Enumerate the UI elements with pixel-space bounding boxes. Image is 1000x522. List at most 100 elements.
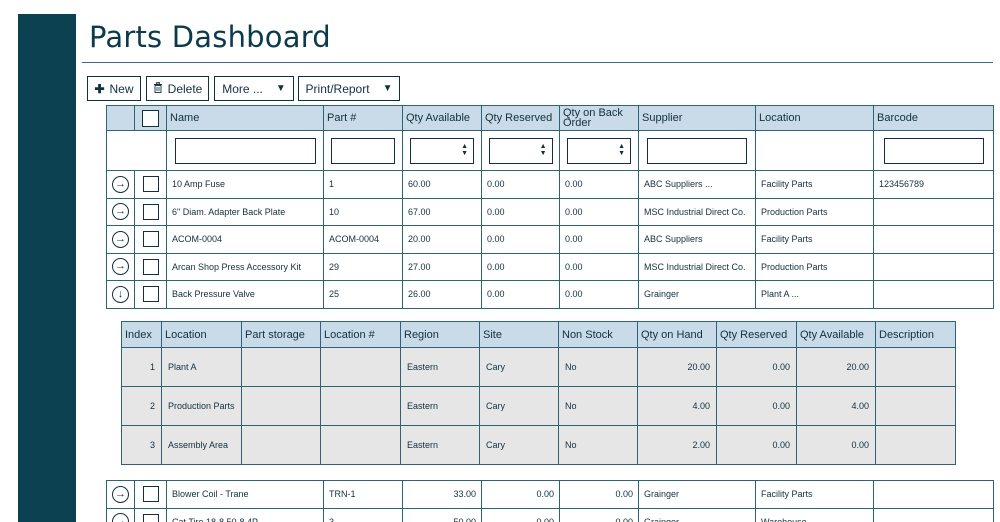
column-header-location[interactable]: Location [755,105,874,131]
sub-header-site[interactable]: Site [479,321,559,348]
filter-cell-part [323,130,403,171]
table-row[interactable]: → Arcan Shop Press Accessory Kit 29 27.0… [106,252,994,281]
sub-header-part-storage[interactable]: Part storage [241,321,321,348]
arrow-right-icon[interactable]: → [112,513,129,522]
new-button-label: New [109,81,134,96]
filter-cell-barcode [873,130,994,171]
cell-name[interactable]: Back Pressure Valve [166,280,324,309]
row-checkbox[interactable] [142,231,159,248]
name-filter-input[interactable] [174,137,316,164]
cell-name[interactable]: 10 Amp Fuse [166,170,324,199]
cell-supplier: MSC Industrial Direct Co. [638,252,756,281]
table-row[interactable]: → 6" Diam. Adapter Back Plate 10 67.00 0… [106,197,994,226]
filter-cell-name [166,130,324,171]
filter-cell-qty-back-order: ▲ ▼ [559,130,639,171]
row-checkbox[interactable] [142,486,159,503]
sub-table-row[interactable]: 3 Assembly Area Eastern Cary No 2.00 0.0… [121,425,956,465]
arrow-right-icon[interactable]: → [112,485,129,503]
print-report-button[interactable]: Print/Report ▼ [298,76,400,101]
sub-header-region[interactable]: Region [400,321,480,348]
table-row[interactable]: → 10 Amp Fuse 1 60.00 0.00 0.00 ABC Supp… [106,170,994,199]
table-row[interactable]: → ACOM-0004 ACOM-0004 20.00 0.00 0.00 AB… [106,225,994,254]
qty-available-filter-select[interactable]: ▲ ▼ [410,137,474,164]
spinner-icon: ▲ ▼ [461,142,468,157]
sub-header-qty-on-hand[interactable]: Qty on Hand [637,321,717,348]
sub-header-location-number[interactable]: Location # [320,321,401,348]
arrow-down-icon[interactable]: ↓ [112,285,129,303]
more-dropdown-button[interactable]: More ... ▼ [214,76,294,101]
sub-header-qty-available[interactable]: Qty Available [796,321,876,348]
cell-name[interactable]: Cat Tire 18-8.50-8 4P [166,507,324,522]
cell-name[interactable]: ACOM-0004 [166,225,324,254]
table-row-expanded[interactable]: ↓ Back Pressure Valve 25 26.00 0.00 0.00… [106,280,994,309]
spinner-icon: ▲ ▼ [618,142,625,157]
cell-qty-available: 67.00 [402,197,482,226]
column-header-supplier[interactable]: Supplier [638,105,756,131]
sub-header-description[interactable]: Description [875,321,956,348]
cell-qty-available: 33.00 [402,480,482,509]
cell-name[interactable]: Arcan Shop Press Accessory Kit [166,252,324,281]
column-header-name[interactable]: Name [166,105,324,131]
sub-cell-region: Eastern [400,347,480,387]
cell-part-number: 29 [323,252,403,281]
more-button-label: More ... [222,81,263,96]
row-checkbox[interactable] [142,176,159,193]
cell-qty-back-order: 0.00 [559,280,639,309]
supplier-filter-input[interactable] [647,137,747,164]
part-filter-input[interactable] [331,137,395,164]
row-checkbox[interactable] [142,258,159,275]
cell-supplier: ABC Suppliers ... [638,170,756,199]
trash-icon [153,81,163,96]
qty-reserved-filter-select[interactable]: ▲ ▼ [488,137,553,164]
new-button[interactable]: ✚ New [87,76,141,101]
cell-supplier: Grainger [638,280,756,309]
sub-table-row[interactable]: 2 Production Parts Eastern Cary No 4.00 … [121,386,956,426]
cell-barcode [873,480,994,509]
sub-table-row[interactable]: 1 Plant A Eastern Cary No 20.00 0.00 20.… [121,347,956,387]
sub-header-location[interactable]: Location [161,321,242,348]
arrow-right-icon[interactable]: → [112,258,129,276]
select-all-checkbox[interactable] [142,109,159,127]
sub-cell-index: 2 [121,386,162,426]
row-checkbox[interactable] [142,203,159,220]
column-header-qty-back-order[interactable]: Qty on Back Order [559,105,639,131]
sub-cell-description [875,386,956,426]
cell-qty-reserved: 0.00 [481,280,560,309]
column-header-qty-available[interactable]: Qty Available [402,105,482,131]
cell-part-number: 3 [323,507,403,522]
sub-header-non-stock[interactable]: Non Stock [558,321,638,348]
cell-location: Facility Parts [755,170,874,199]
sub-cell-location: Production Parts [161,386,242,426]
delete-button-label: Delete [167,81,203,96]
sub-cell-location-number [320,386,401,426]
arrow-right-icon[interactable]: → [112,175,129,193]
title-divider [82,62,993,63]
filter-cell-supplier [638,130,756,171]
column-header-qty-reserved[interactable]: Qty Reserved [481,105,560,131]
caret-down-icon: ▼ [275,83,286,94]
sub-header-qty-reserved[interactable]: Qty Reserved [716,321,797,348]
cell-qty-reserved: 0.00 [481,507,560,522]
column-header-part-number[interactable]: Part # [323,105,403,131]
sub-header-index[interactable]: Index [121,321,162,348]
row-checkbox[interactable] [142,286,159,303]
cell-part-number: 10 [323,197,403,226]
plus-icon: ✚ [94,81,105,96]
cell-name[interactable]: Blower Coil - Trane [166,480,324,509]
sub-cell-qty-reserved: 0.00 [716,347,797,387]
cell-supplier: MSC Industrial Direct Co. [638,197,756,226]
sub-cell-location: Plant A [161,347,242,387]
barcode-filter-input[interactable] [883,137,984,164]
sub-cell-location: Assembly Area [161,425,242,465]
column-header-barcode[interactable]: Barcode [873,105,994,131]
header-select-all[interactable] [134,105,167,131]
row-checkbox[interactable] [142,513,159,522]
cell-name[interactable]: 6" Diam. Adapter Back Plate [166,197,324,226]
qty-back-order-filter-select[interactable]: ▲ ▼ [567,137,631,164]
cell-qty-reserved: 0.00 [481,480,560,509]
table-row[interactable]: → Blower Coil - Trane TRN-1 33.00 0.00 0… [106,480,994,509]
arrow-right-icon[interactable]: → [112,230,129,248]
arrow-right-icon[interactable]: → [112,203,129,221]
table-row[interactable]: → Cat Tire 18-8.50-8 4P 3 50.00 0.00 0.0… [106,507,994,522]
delete-button[interactable]: Delete [146,76,209,101]
